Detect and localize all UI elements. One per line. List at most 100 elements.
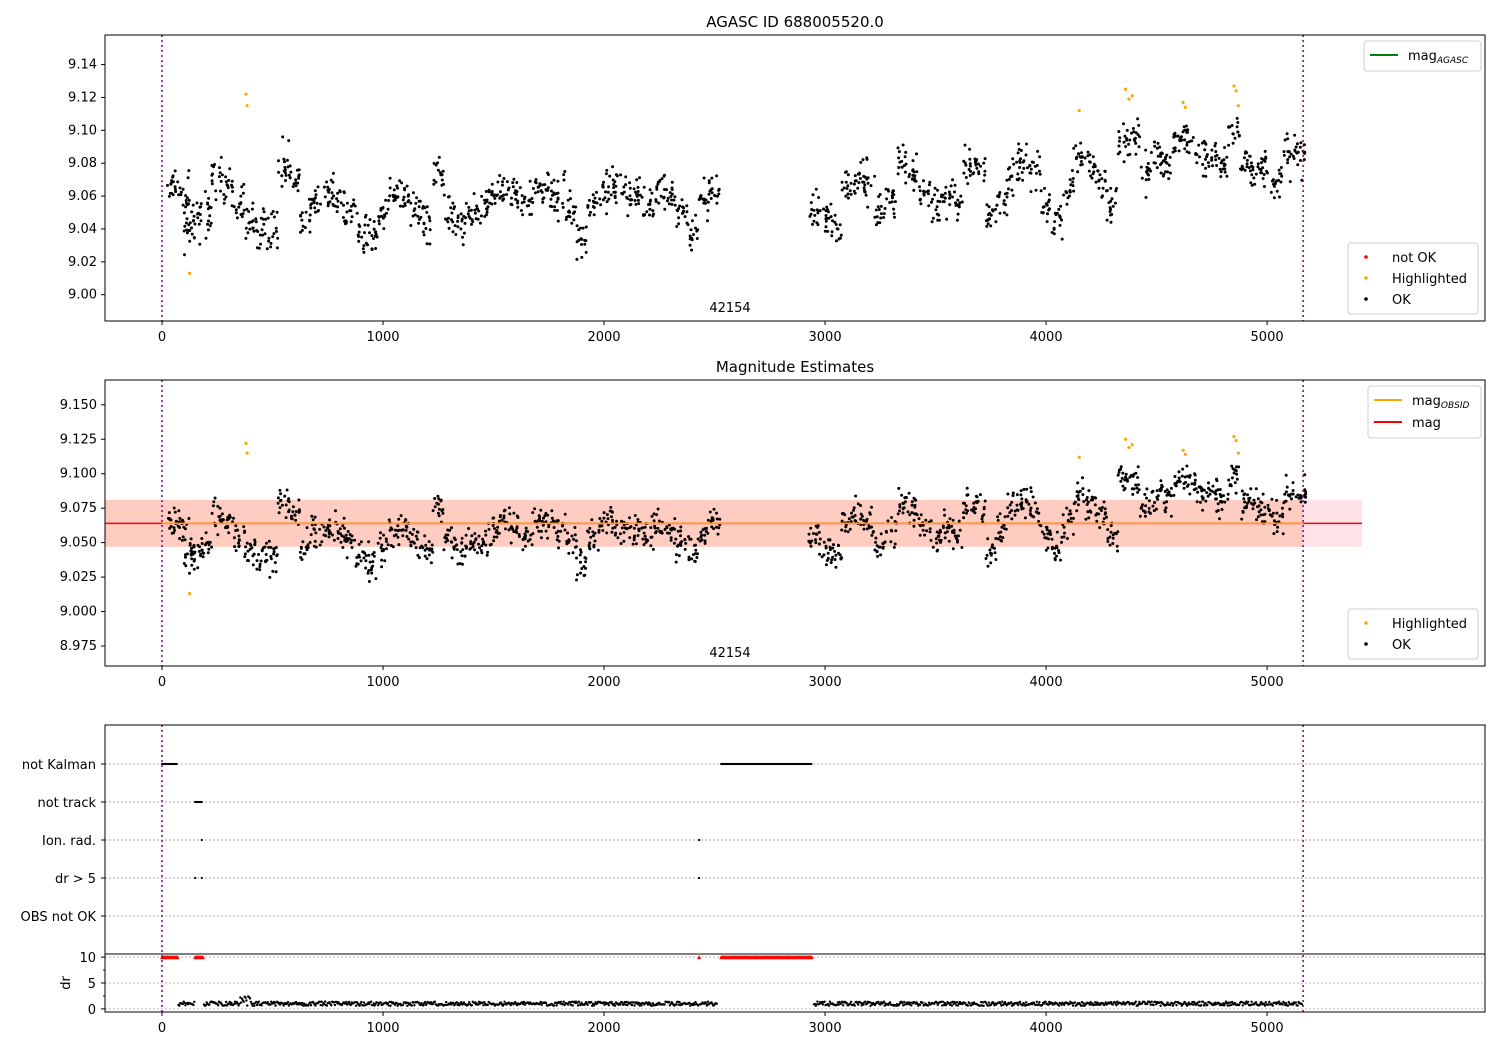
ok-point bbox=[1262, 173, 1266, 176]
ok-point bbox=[182, 211, 186, 215]
ok-point bbox=[1105, 218, 1109, 222]
ok-point bbox=[1136, 117, 1140, 121]
ok-point bbox=[189, 537, 193, 541]
dr-point bbox=[916, 1002, 919, 1005]
ok-point bbox=[220, 173, 224, 177]
ok-point bbox=[636, 193, 640, 197]
ok-point bbox=[1002, 211, 1006, 215]
ok-point bbox=[717, 526, 721, 530]
ok-point bbox=[1284, 499, 1288, 503]
ok-point bbox=[187, 198, 191, 202]
ok-point bbox=[305, 526, 309, 530]
ok-point bbox=[693, 544, 696, 547]
ok-point bbox=[480, 544, 484, 548]
ok-point bbox=[1205, 155, 1209, 159]
ok-point bbox=[1019, 489, 1023, 493]
ok-point bbox=[670, 186, 674, 190]
dr-point bbox=[224, 1004, 227, 1007]
ok-point bbox=[196, 216, 200, 220]
ok-point bbox=[945, 217, 949, 221]
ok-point bbox=[170, 179, 174, 183]
ok-point bbox=[539, 508, 543, 512]
ok-point bbox=[913, 512, 916, 516]
ok-point bbox=[644, 540, 648, 544]
dr-point bbox=[321, 1004, 324, 1007]
ok-point bbox=[363, 551, 367, 555]
dr-point bbox=[482, 1004, 485, 1007]
dr-point bbox=[467, 1003, 470, 1006]
ok-point bbox=[1044, 548, 1048, 552]
dr-point bbox=[1271, 1004, 1275, 1007]
ok-point bbox=[1052, 232, 1056, 236]
ok-point bbox=[673, 517, 677, 521]
ok-point bbox=[1093, 165, 1097, 169]
ok-point bbox=[406, 200, 410, 204]
ok-point bbox=[523, 544, 527, 548]
ok-point bbox=[958, 201, 962, 205]
ok-point bbox=[1250, 183, 1254, 187]
ok-point bbox=[679, 534, 682, 538]
ok-point bbox=[933, 186, 937, 190]
ok-point bbox=[1237, 465, 1241, 469]
ok-point bbox=[587, 198, 591, 202]
ok-point bbox=[224, 526, 227, 530]
ok-point bbox=[1008, 503, 1012, 507]
ok-point bbox=[218, 506, 222, 510]
ok-point bbox=[436, 502, 440, 506]
ok-point bbox=[824, 563, 828, 567]
ok-point bbox=[1303, 495, 1307, 499]
ok-point bbox=[831, 219, 834, 223]
ok-point bbox=[268, 575, 272, 579]
ok-point bbox=[567, 210, 570, 214]
ok-point bbox=[1099, 509, 1103, 512]
dr-point bbox=[1037, 1003, 1040, 1006]
ok-point bbox=[1020, 171, 1024, 174]
ok-point bbox=[455, 548, 459, 552]
dr-point bbox=[575, 1001, 579, 1004]
ok-point bbox=[1291, 481, 1295, 485]
flag-point bbox=[697, 876, 701, 880]
ok-point bbox=[367, 569, 371, 573]
ok-point bbox=[266, 216, 270, 220]
ok-point bbox=[975, 500, 979, 504]
ok-point bbox=[207, 547, 211, 551]
highlighted-point bbox=[1124, 87, 1128, 91]
ok-point bbox=[1029, 490, 1033, 494]
dr-point bbox=[1246, 1000, 1250, 1004]
ok-point bbox=[1090, 495, 1094, 499]
ok-point bbox=[1275, 498, 1279, 502]
ok-point bbox=[565, 215, 569, 219]
ok-point bbox=[564, 218, 568, 221]
ok-point bbox=[486, 550, 490, 554]
ok-point bbox=[540, 519, 544, 523]
flag-label: not track bbox=[37, 796, 96, 811]
ok-point bbox=[1155, 146, 1159, 150]
ok-point bbox=[869, 184, 873, 188]
ok-point bbox=[346, 530, 350, 533]
ok-point bbox=[221, 518, 225, 522]
ok-point bbox=[584, 239, 588, 243]
ok-point bbox=[1069, 516, 1073, 520]
ok-point bbox=[710, 516, 714, 520]
ok-point bbox=[985, 553, 989, 557]
ok-point bbox=[833, 220, 837, 224]
ok-point bbox=[1245, 165, 1249, 169]
ok-point bbox=[670, 526, 674, 530]
ok-point bbox=[283, 171, 287, 175]
dr-point bbox=[586, 1003, 589, 1006]
ok-point bbox=[1047, 208, 1051, 212]
dr-point bbox=[602, 1001, 605, 1004]
ok-point bbox=[1222, 158, 1226, 162]
ok-point bbox=[202, 551, 206, 555]
ok-point bbox=[1286, 161, 1290, 165]
ok-point bbox=[873, 548, 877, 552]
ok-point bbox=[878, 193, 882, 196]
ok-point bbox=[388, 194, 392, 198]
ok-point bbox=[624, 175, 628, 179]
ok-point bbox=[379, 208, 383, 212]
ok-point bbox=[1123, 478, 1127, 482]
dr-point bbox=[901, 1002, 904, 1005]
dr-point bbox=[1095, 1001, 1099, 1004]
ok-point bbox=[1116, 530, 1120, 534]
ok-point bbox=[587, 543, 591, 547]
